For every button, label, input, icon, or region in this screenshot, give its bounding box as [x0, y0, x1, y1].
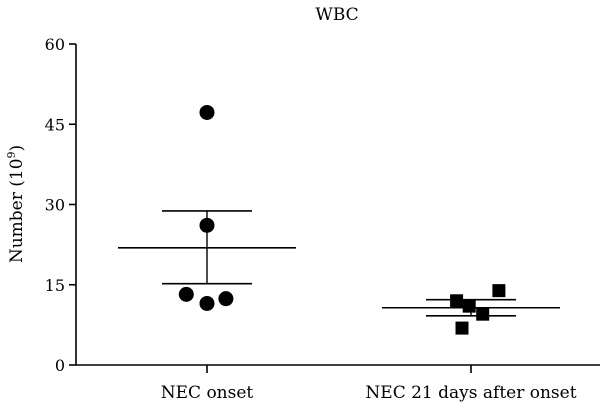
- y-tick-label: 30: [45, 196, 65, 215]
- x-tick-label: NEC 21 days after onset: [365, 383, 576, 403]
- y-axis-label-close: ): [7, 145, 27, 152]
- chart-title: WBC: [315, 5, 358, 25]
- data-point: [450, 294, 464, 308]
- data-point: [178, 286, 194, 302]
- data-point: [199, 295, 215, 311]
- y-axis-label: Number (109): [5, 145, 27, 263]
- y-ticks: 0 15 30 45 60: [45, 35, 76, 375]
- series-group: [118, 104, 296, 311]
- data-point: [476, 307, 490, 321]
- y-tick-label: 45: [45, 115, 65, 134]
- data-marks: [118, 104, 560, 335]
- data-point: [199, 217, 215, 233]
- series-group: [382, 284, 560, 335]
- data-point: [492, 284, 506, 298]
- y-tick-label: 15: [45, 276, 65, 295]
- y-axis-label-superscript: 9: [5, 151, 18, 158]
- data-point: [462, 299, 476, 313]
- data-point: [199, 104, 215, 120]
- x-ticks: NEC onset NEC 21 days after onset: [161, 365, 577, 403]
- svg-text:Number (109): Number (109): [5, 145, 27, 263]
- data-point: [455, 321, 469, 335]
- y-tick-label: 60: [45, 35, 65, 54]
- y-tick-label: 0: [55, 356, 65, 375]
- x-tick-label: NEC onset: [161, 383, 254, 403]
- y-axis-label-main: Number (10: [7, 158, 27, 263]
- data-point: [218, 291, 234, 307]
